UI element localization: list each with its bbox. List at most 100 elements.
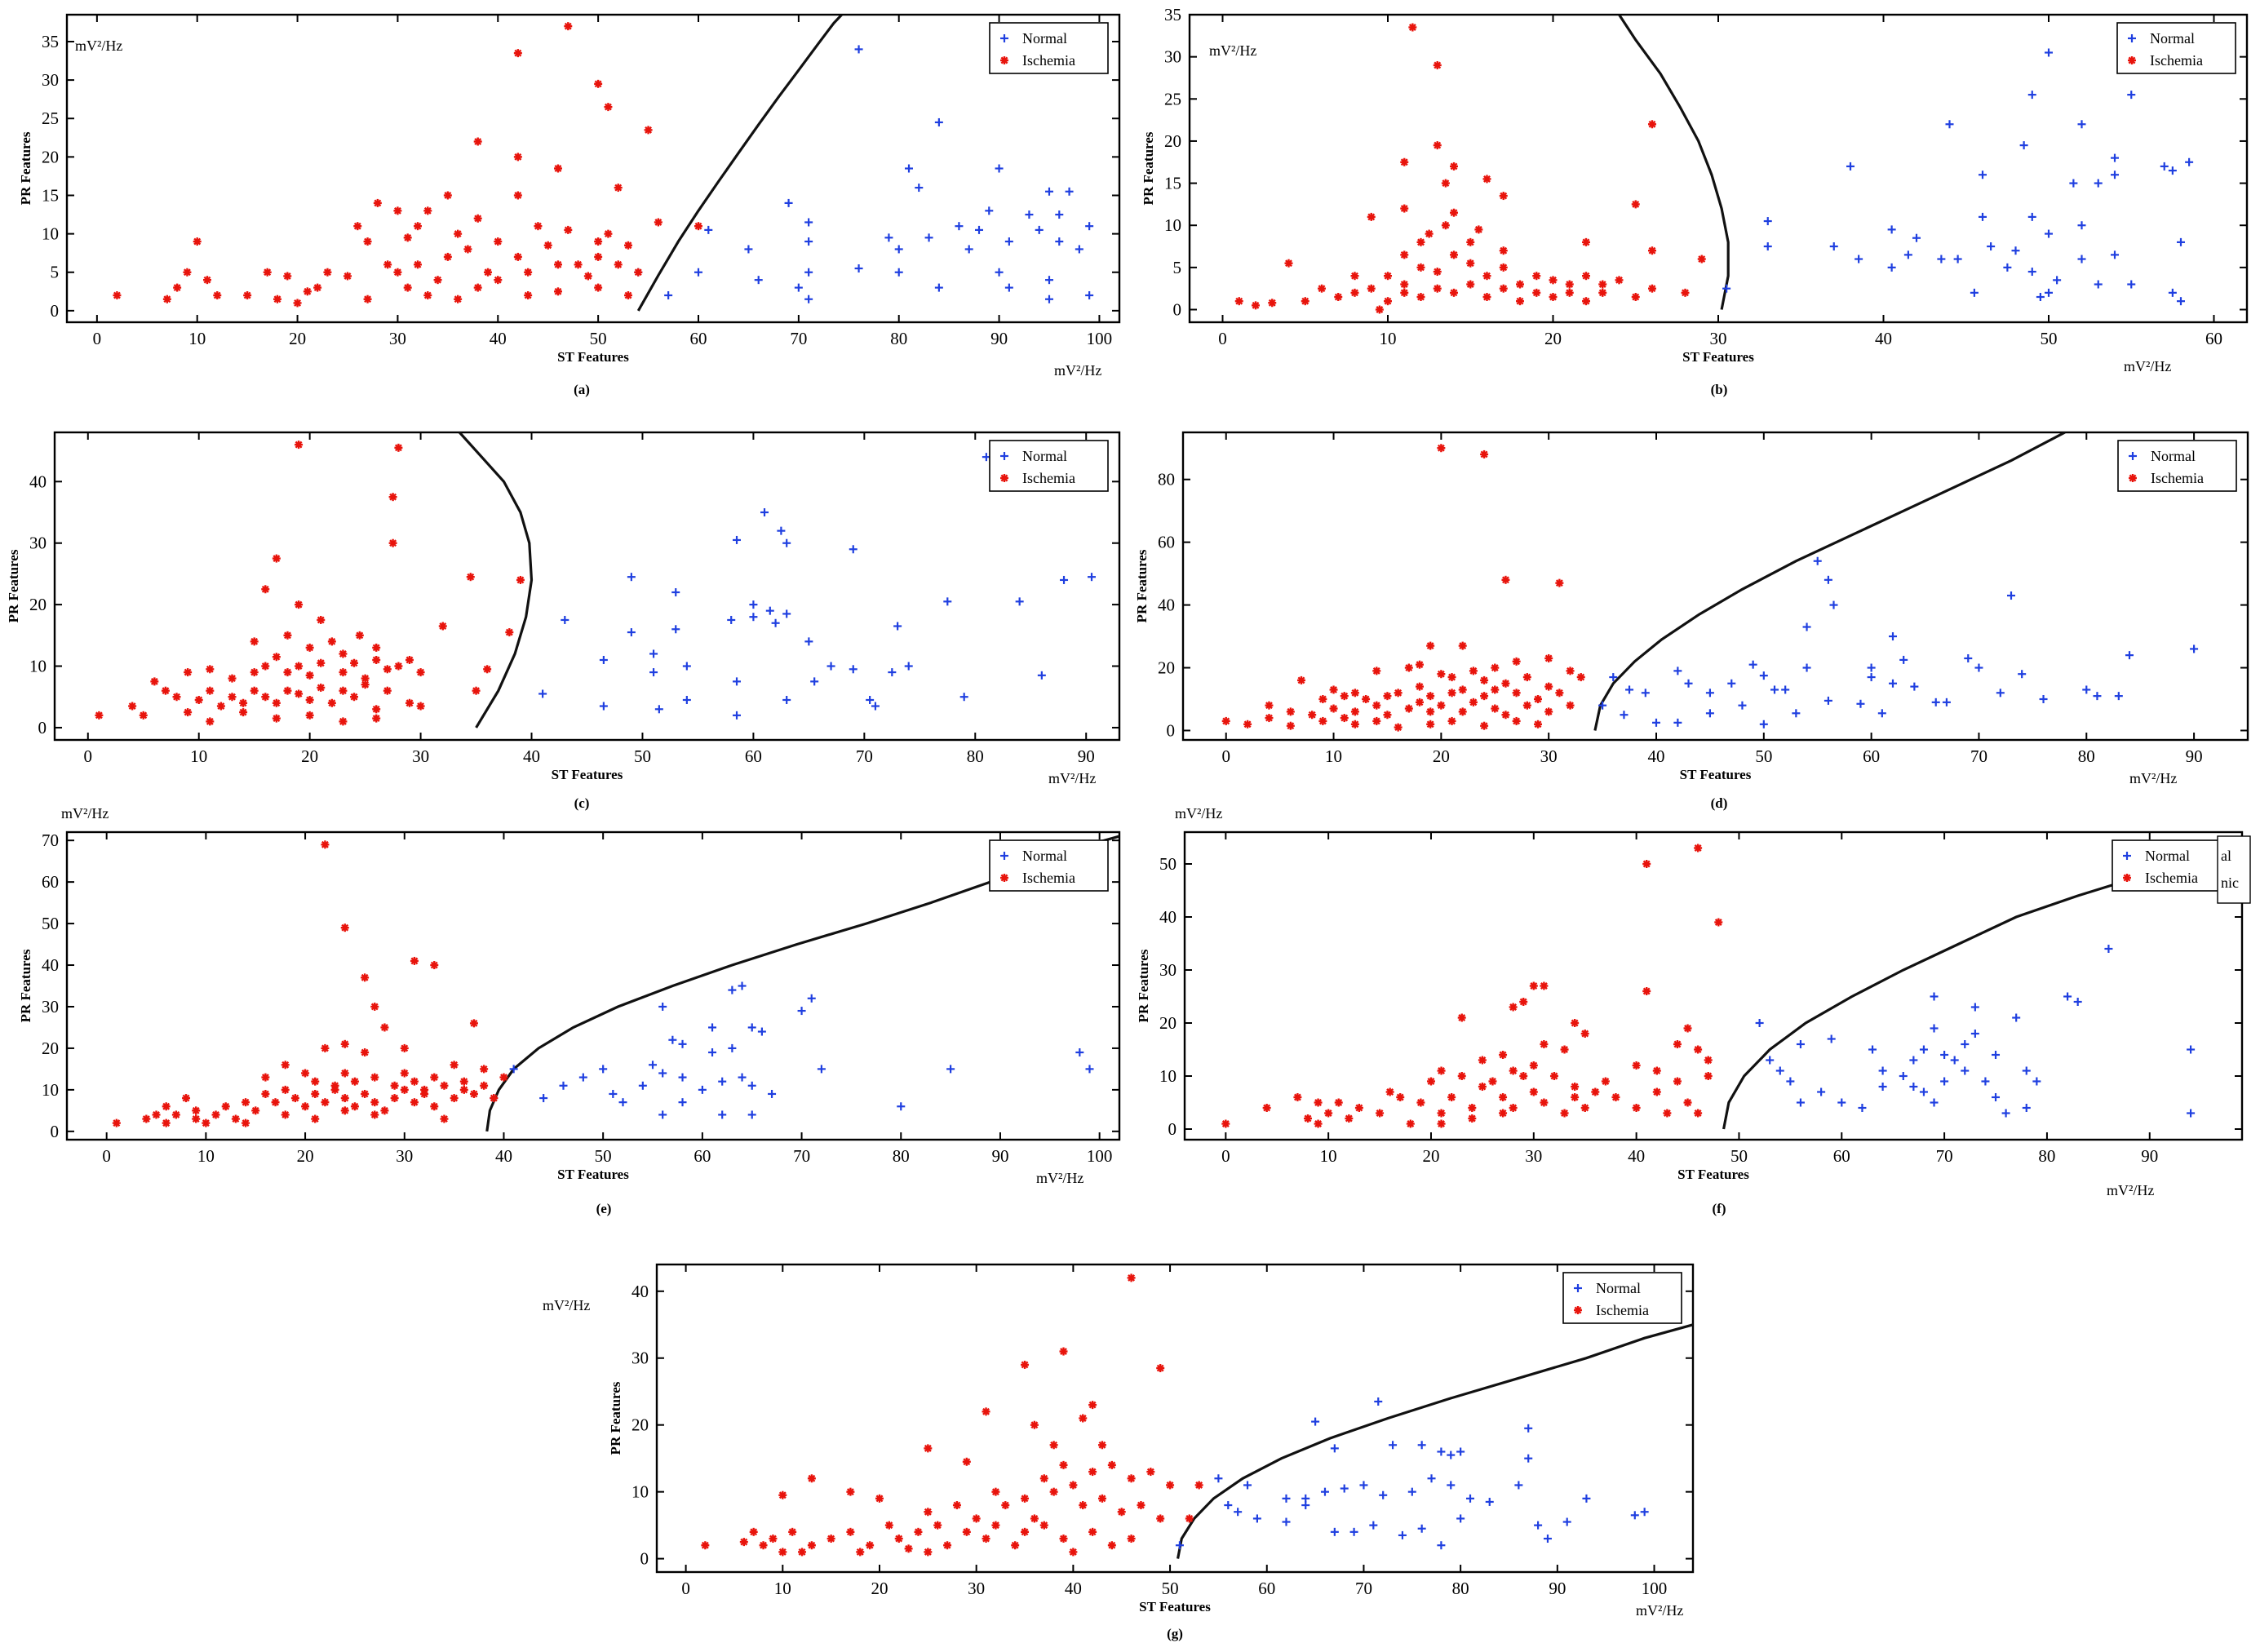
ischemia-point (564, 225, 573, 234)
ischemia-point (1673, 1077, 1682, 1086)
normal-point (1763, 242, 1772, 251)
normal-point (1961, 1066, 1970, 1075)
ischemia-point (438, 622, 447, 631)
x-tick-label: 10 (197, 1146, 215, 1166)
normal-point (1359, 1481, 1368, 1490)
legend-ischemia-label: Ischemia (2150, 52, 2203, 69)
decision-boundary-curve (1722, 857, 2242, 1130)
normal-point (1755, 1019, 1764, 1027)
x-tick-label: 70 (856, 746, 873, 766)
ischemia-point (1001, 1501, 1010, 1510)
legend-normal-label: Normal (2150, 30, 2195, 47)
ischemia-point (372, 643, 381, 652)
normal-point (2168, 166, 2177, 175)
normal-point (2077, 221, 2086, 230)
ischemia-point (221, 1102, 230, 1111)
ischemia-point (370, 1073, 379, 1082)
normal-point (1813, 556, 1822, 565)
ischemia-point (261, 693, 270, 702)
ischemia-point (583, 272, 592, 281)
ischemia-point (1466, 259, 1475, 268)
x-axis-title: ST Features (1139, 1599, 1211, 1614)
ischemia-point (1394, 689, 1403, 698)
y-tick-label: 80 (1158, 470, 1175, 489)
ischemia-point (1469, 667, 1478, 675)
x-tick-label: 40 (1648, 746, 1665, 766)
ischemia-point (414, 260, 422, 269)
x-tick-label: 80 (2078, 746, 2095, 766)
normal-point (1748, 660, 1757, 669)
normal-point (2063, 992, 2072, 1001)
normal-point (955, 222, 964, 231)
decision-boundary-curve (636, 15, 843, 312)
ischemia-point (1400, 280, 1409, 289)
ischemia-point (370, 1002, 379, 1011)
ischemia-point (1079, 1414, 1088, 1423)
normal-point (539, 1094, 548, 1103)
ischemia-point (1385, 1087, 1394, 1096)
ischemia-point (430, 1073, 439, 1082)
legend: Normal Ischemia (989, 22, 1109, 74)
x-tick-label: 70 (1355, 1579, 1372, 1598)
normal-point (744, 245, 753, 254)
ischemia-point (884, 1521, 893, 1530)
ischemia-point (1426, 720, 1435, 729)
ischemia-point (962, 1527, 971, 1536)
y-tick-label: 0 (1168, 1119, 1177, 1139)
ischemia-point (991, 1521, 1000, 1530)
normal-point (1085, 1065, 1094, 1074)
ischemia-point (390, 1094, 399, 1103)
normal-point (728, 1043, 737, 1052)
ischemia-point (1375, 305, 1384, 314)
ischemia-point (1268, 299, 1277, 308)
ischemia-point (543, 241, 552, 250)
normal-point (1252, 1514, 1261, 1523)
normal-point (784, 198, 793, 207)
x-tick-label: 70 (1970, 746, 1987, 766)
panel-letter: (c) (574, 795, 590, 811)
ischemia-point (194, 695, 203, 704)
ischemia-point (1303, 1114, 1312, 1123)
ischemia-point (182, 1094, 191, 1103)
normal-point (1770, 685, 1779, 694)
ischemia-point (361, 1089, 370, 1098)
ischemia-point (340, 1094, 349, 1103)
ischemia-point (1582, 237, 1590, 246)
normal-point (2190, 644, 2199, 653)
ischemia-point (1681, 288, 1690, 297)
ischemia-point (1499, 1093, 1508, 1101)
normal-point (1514, 1481, 1523, 1490)
ischemia-point (206, 665, 215, 674)
normal-point (1320, 1487, 1329, 1496)
normal-point (728, 985, 737, 994)
y-tick-label: 30 (29, 534, 47, 553)
ischemia-point (1021, 1494, 1030, 1503)
normal-point (782, 538, 791, 547)
ischemia-point (1549, 1072, 1558, 1080)
ischemia-point (339, 717, 348, 726)
ischemia-point (1433, 268, 1442, 277)
ischemia-point (1601, 1077, 1610, 1086)
x-tick-label: 30 (1540, 746, 1558, 766)
normal-point (804, 295, 813, 303)
ischemia-point (1030, 1514, 1039, 1523)
ischemia-point (1529, 1061, 1538, 1070)
x-tick-label: 80 (967, 746, 984, 766)
legend-normal-marker (2129, 452, 2137, 460)
ischemia-point (604, 229, 613, 238)
ischemia-point (193, 237, 202, 246)
normal-point (738, 981, 747, 990)
normal-point (1407, 1487, 1416, 1496)
x-tick-label: 40 (1875, 329, 1892, 348)
ischemia-point (473, 214, 482, 223)
x-unit-label: mV²/Hz (2129, 770, 2177, 786)
normal-point (2127, 91, 2136, 100)
ischemia-point (459, 1085, 468, 1094)
x-tick-label: 30 (389, 329, 406, 348)
normal-point (1349, 1527, 1358, 1536)
ischemia-point (1426, 707, 1435, 716)
ischemia-point (513, 49, 522, 58)
normal-point (1045, 295, 1053, 303)
decision-boundary-curve (1593, 432, 2066, 731)
normal-point (1802, 622, 1811, 631)
